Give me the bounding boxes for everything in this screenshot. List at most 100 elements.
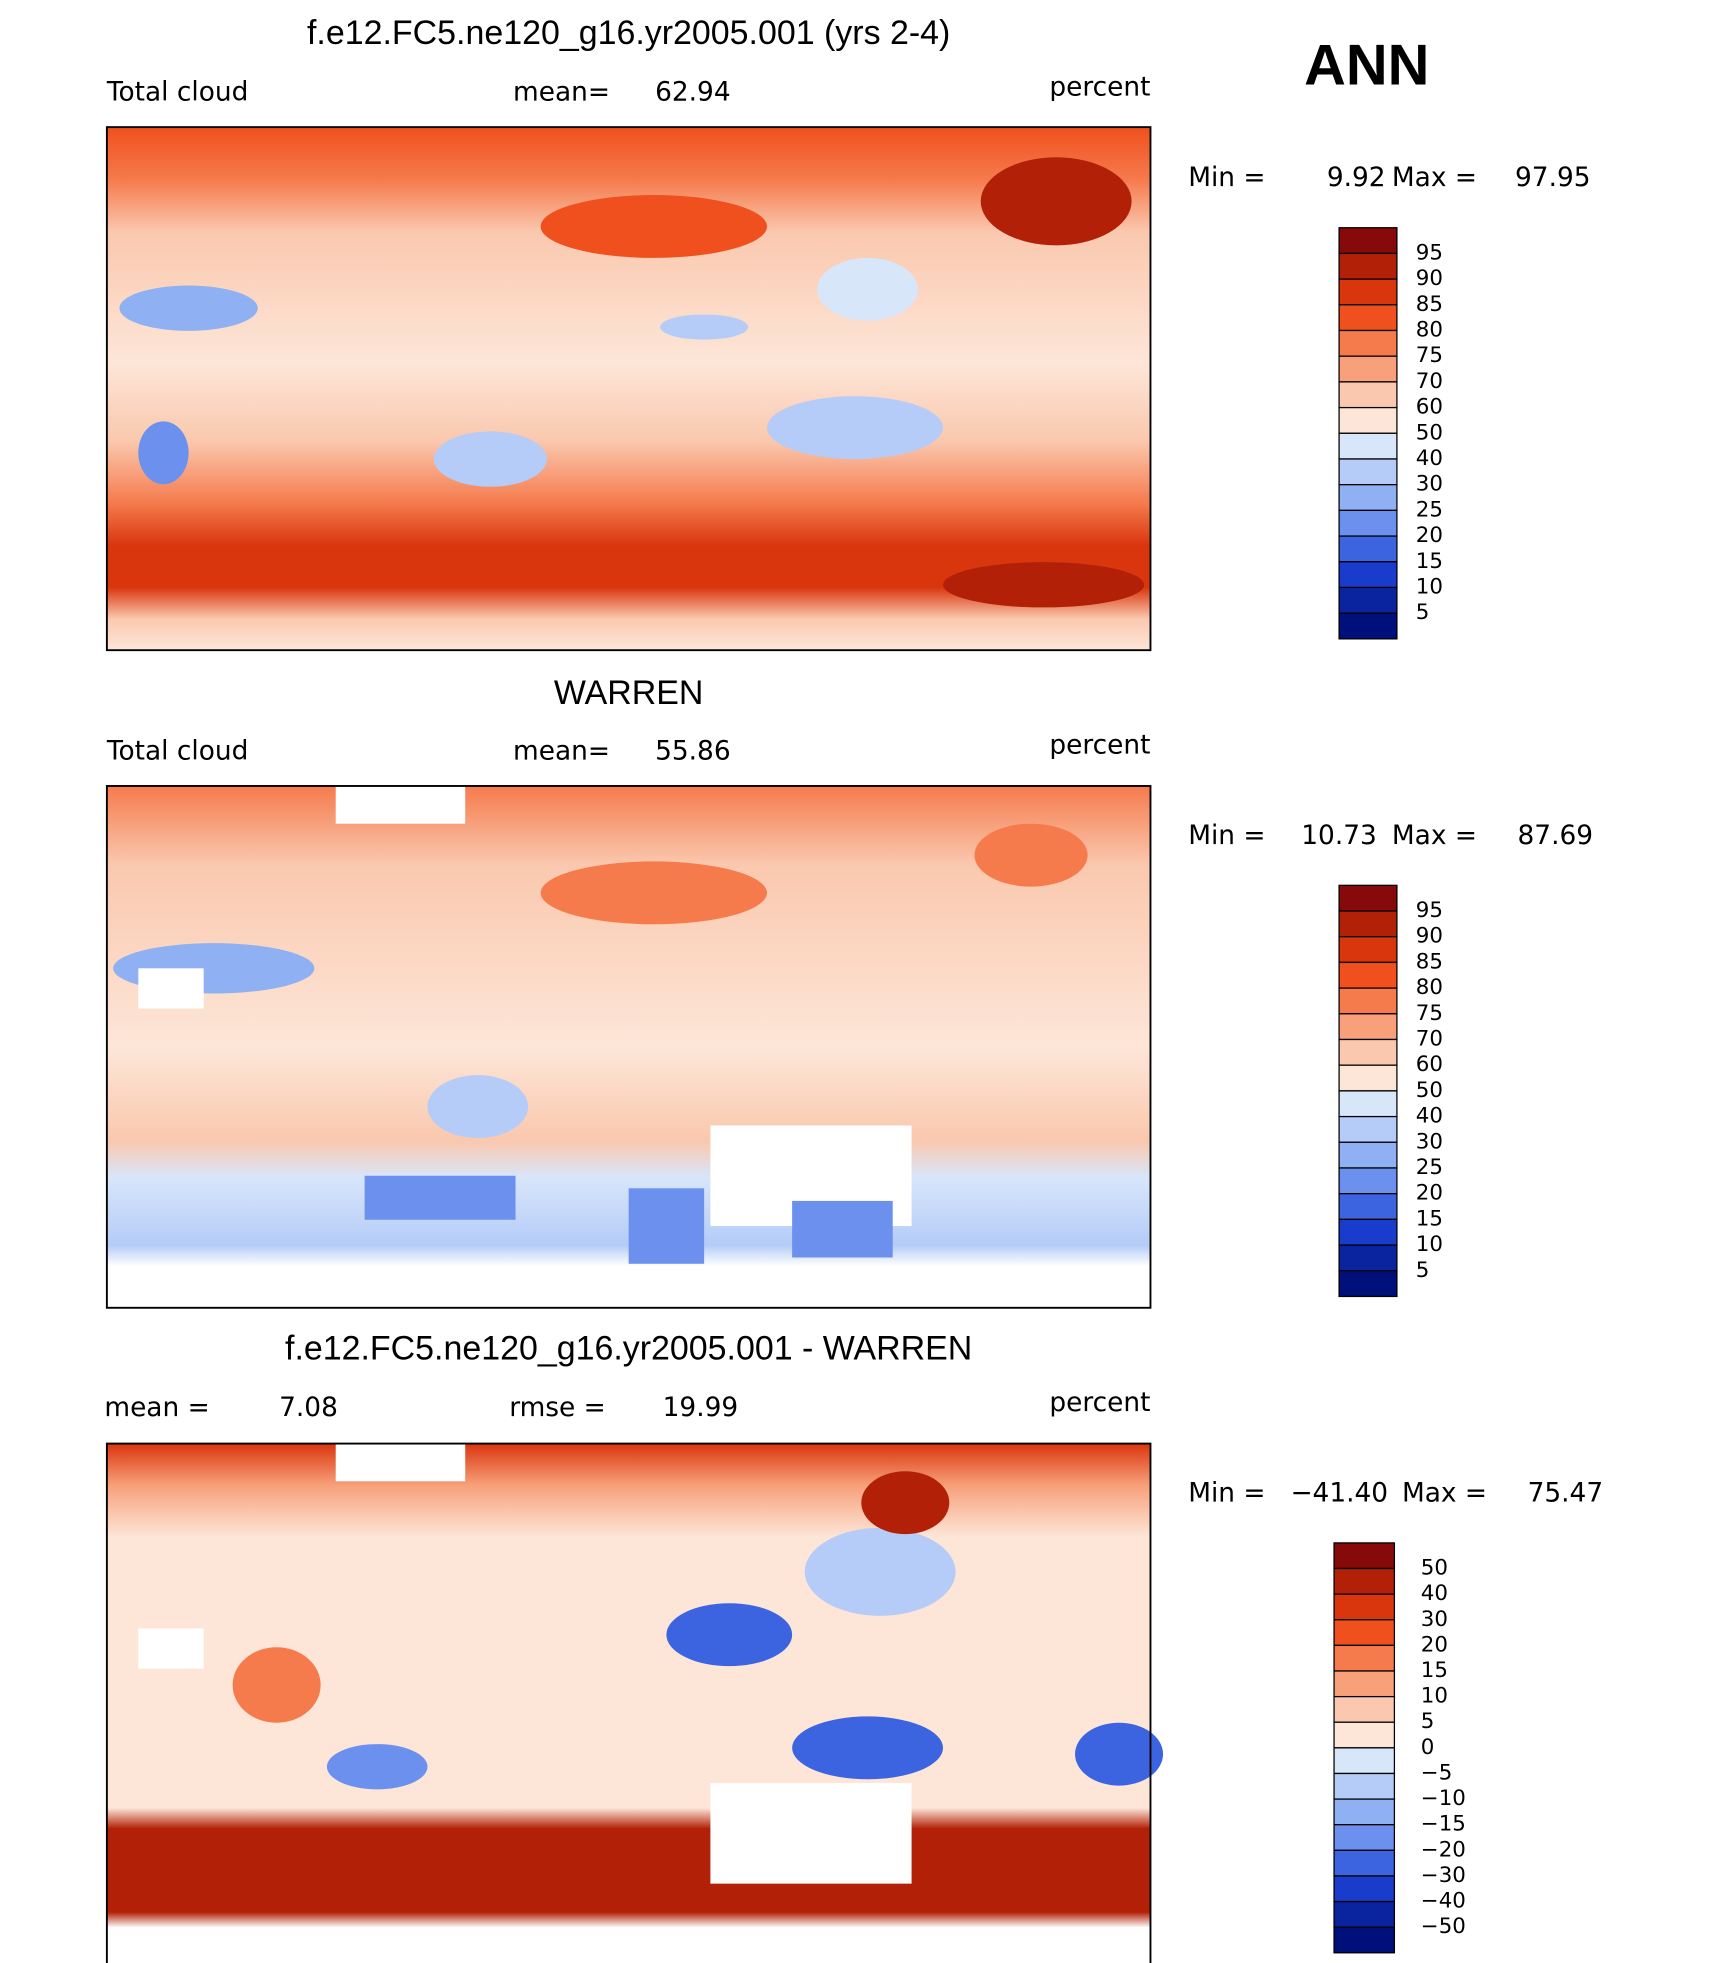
colorbar-box (1338, 1193, 1398, 1221)
colorbar-box (1333, 1798, 1396, 1826)
colorbar-label: 25 (1416, 1155, 1443, 1180)
season-label: ANN (1304, 33, 1429, 97)
colorbar-label: 40 (1421, 1581, 1448, 1606)
panel-title: WARREN (554, 674, 704, 712)
colorbar-box (1338, 381, 1398, 409)
colorbar-label: 10 (1416, 574, 1443, 599)
map (105, 785, 1152, 1309)
colorbar-label: 95 (1416, 240, 1443, 265)
colorbar-label: 25 (1416, 497, 1443, 522)
colorbar-label: 90 (1416, 266, 1443, 291)
min-label: Min = (1188, 820, 1265, 851)
colorbar-box (1338, 884, 1398, 912)
units: percent (1049, 72, 1150, 103)
max-value: 97.95 (1515, 162, 1591, 193)
colorbar-box (1333, 1670, 1396, 1698)
colorbar-box (1333, 1900, 1396, 1928)
colorbar-label: 60 (1416, 395, 1443, 420)
panel-title: f.e12.FC5.ne120_g16.yr2005.001 (yrs 2-4) (307, 14, 950, 52)
colorbar-box (1338, 1244, 1398, 1272)
min-value: −41.40 (1290, 1477, 1388, 1508)
mean-value: 7.08 (279, 1392, 338, 1423)
colorbar-box (1338, 1218, 1398, 1246)
colorbar-box (1338, 561, 1398, 589)
colorbar-label: 75 (1416, 1001, 1443, 1026)
colorbar-label: 5 (1416, 600, 1430, 625)
colorbar-label: 15 (1416, 1206, 1443, 1231)
colorbar-box (1338, 227, 1398, 255)
colorbar-label: 30 (1416, 1129, 1443, 1154)
colorbar-label: 5 (1416, 1258, 1430, 1283)
units: percent (1049, 729, 1150, 760)
colorbar-box (1338, 355, 1398, 383)
colorbar-label: −5 (1421, 1760, 1453, 1785)
colorbar-box (1338, 252, 1398, 280)
colorbar-label: 60 (1416, 1052, 1443, 1077)
colorbar-label: 85 (1416, 949, 1443, 974)
colorbar-box (1338, 278, 1398, 306)
colorbar-label: 0 (1421, 1735, 1435, 1760)
colorbar-box (1338, 936, 1398, 964)
field-label: Total cloud (106, 736, 249, 767)
colorbar-box (1338, 1038, 1398, 1066)
colorbar-box (1333, 1619, 1396, 1647)
colorbar-label: −20 (1421, 1837, 1466, 1862)
colorbar-box (1333, 1721, 1396, 1749)
colorbar-label: 70 (1416, 1026, 1443, 1051)
colorbar-label: 50 (1416, 1078, 1443, 1103)
colorbar-box (1333, 1824, 1396, 1851)
colorbar-label: 20 (1421, 1632, 1448, 1657)
colorbar-label: −15 (1421, 1812, 1466, 1837)
min-value: 10.73 (1301, 820, 1377, 851)
max-label: Max = (1392, 162, 1477, 193)
colorbar-box (1338, 1013, 1398, 1041)
colorbar-label: 50 (1416, 420, 1443, 445)
min-label: Min = (1188, 1477, 1265, 1508)
mean-label: mean = (104, 1392, 209, 1423)
colorbar-label: 5 (1421, 1709, 1435, 1734)
min-value: 9.92 (1327, 162, 1386, 193)
colorbar-box (1338, 1064, 1398, 1092)
colorbar-box (1338, 1141, 1398, 1169)
colorbar-box (1338, 961, 1398, 989)
units: percent (1049, 1387, 1150, 1418)
max-value: 87.69 (1518, 820, 1594, 851)
max-label: Max = (1402, 1477, 1487, 1508)
colorbar-box (1333, 1849, 1396, 1877)
min-label: Min = (1188, 162, 1265, 193)
colorbar-box (1338, 987, 1398, 1015)
colorbar-box (1333, 1695, 1396, 1723)
colorbar-box (1338, 509, 1398, 537)
colorbar-label: 90 (1416, 924, 1443, 949)
colorbar-label: 30 (1416, 472, 1443, 497)
colorbar-label: −10 (1421, 1786, 1466, 1811)
field-label: Total cloud (106, 77, 249, 108)
rmse-value: 19.99 (663, 1392, 739, 1423)
colorbar-label: 75 (1416, 343, 1443, 368)
panel-title: f.e12.FC5.ne120_g16.yr2005.001 - WARREN (285, 1329, 972, 1367)
colorbar-label: 80 (1416, 975, 1443, 1000)
colorbar-label: 15 (1421, 1658, 1448, 1683)
colorbar-box (1338, 1115, 1398, 1143)
colorbar-box (1338, 1270, 1398, 1298)
colorbar-box (1338, 432, 1398, 460)
colorbar-box (1338, 1167, 1398, 1195)
colorbar-box (1333, 1567, 1396, 1595)
mean-label: mean= (513, 77, 610, 108)
colorbar-label: −40 (1421, 1889, 1466, 1914)
colorbar-label: 95 (1416, 898, 1443, 923)
colorbar-box (1338, 329, 1398, 357)
colorbar-box (1333, 1875, 1396, 1903)
mean-label: mean= (513, 736, 610, 767)
mean-value: 55.86 (655, 736, 731, 767)
colorbar-box (1338, 910, 1398, 938)
colorbar-box (1338, 458, 1398, 486)
max-value: 75.47 (1528, 1477, 1604, 1508)
colorbar-label: 15 (1416, 549, 1443, 574)
colorbar-label: 85 (1416, 292, 1443, 317)
